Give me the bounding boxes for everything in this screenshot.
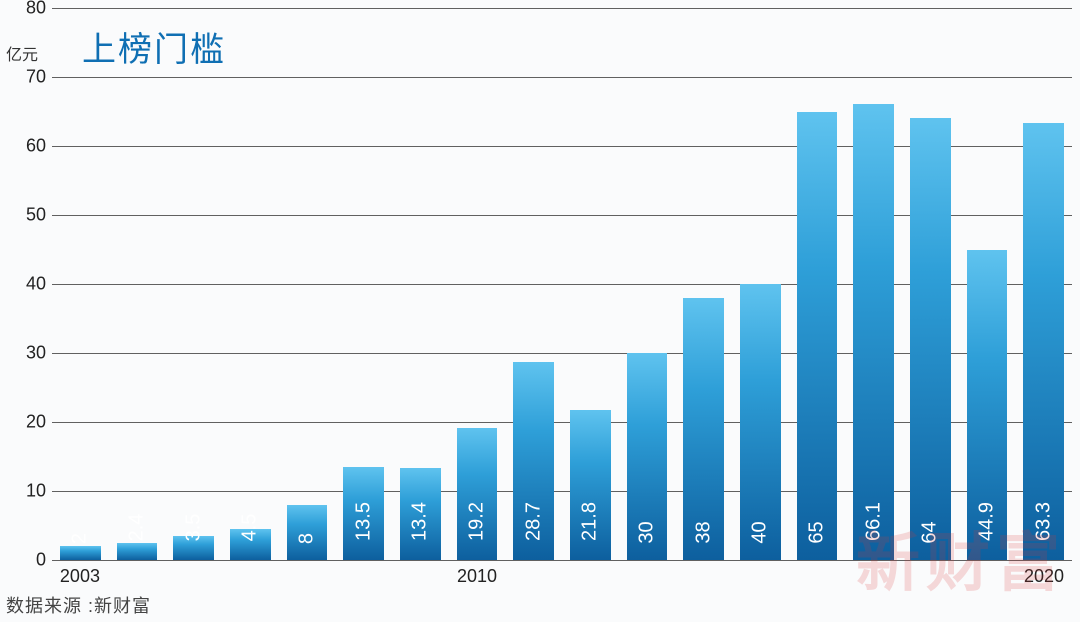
chart-title: 上榜门槛 bbox=[82, 22, 226, 71]
bar: 63.3 bbox=[1023, 123, 1064, 560]
x-tick-label: 2010 bbox=[457, 566, 497, 587]
source-name: 新财富 bbox=[94, 596, 151, 616]
bar-value-label: 66.1 bbox=[862, 502, 885, 541]
bar-value-label: 2 bbox=[69, 533, 92, 544]
data-source: 数据来源 :新财富 bbox=[6, 592, 151, 618]
y-tick-label: 0 bbox=[36, 550, 46, 571]
bar: 2 bbox=[60, 546, 101, 560]
bar-value-label: 2.4 bbox=[125, 513, 148, 541]
bar: 3.5 bbox=[173, 536, 214, 560]
y-tick-label: 40 bbox=[26, 274, 46, 295]
bar: 30 bbox=[627, 353, 668, 560]
bar: 65 bbox=[797, 112, 838, 561]
bar-value-label: 8 bbox=[295, 533, 318, 544]
bar-value-label: 13.5 bbox=[352, 502, 375, 541]
bar: 66.1 bbox=[853, 104, 894, 560]
bar-value-label: 28.7 bbox=[522, 502, 545, 541]
bar-value-label: 64 bbox=[919, 522, 942, 544]
y-tick-label: 70 bbox=[26, 67, 46, 88]
bar: 40 bbox=[740, 284, 781, 560]
bar: 13.5 bbox=[343, 467, 384, 560]
bars-group: 2 2.4 3.5 4.5 8 13.5 13.4 19.2 28.7 21.8 30 38 40 65 6… bbox=[52, 8, 1072, 560]
y-tick-label: 50 bbox=[26, 205, 46, 226]
y-tick-label: 60 bbox=[26, 136, 46, 157]
bar-value-label: 4.5 bbox=[239, 513, 262, 541]
bar: 2.4 bbox=[117, 543, 158, 560]
bar-value-label: 19.2 bbox=[465, 502, 488, 541]
bar-value-label: 21.8 bbox=[579, 502, 602, 541]
y-tick-label: 80 bbox=[26, 0, 46, 19]
chart-container: 0 10 20 30 40 50 60 70 80 2 2.4 3.5 4.5 8 13.5 13.4 19.2… bbox=[0, 0, 1080, 622]
bar-value-label: 3.5 bbox=[182, 513, 205, 541]
x-tick-label: 2020 bbox=[1024, 566, 1064, 587]
bar-value-label: 38 bbox=[692, 522, 715, 544]
bar: 8 bbox=[287, 505, 328, 560]
bar: 19.2 bbox=[457, 428, 498, 560]
bar-value-label: 40 bbox=[749, 522, 772, 544]
plot-area: 0102030405060708022.43.54.5813.513.419.2… bbox=[52, 8, 1072, 560]
bar-value-label: 44.9 bbox=[975, 502, 998, 541]
bar-value-label: 63.3 bbox=[1032, 502, 1055, 541]
bar: 44.9 bbox=[967, 250, 1008, 560]
x-tick-label: 2003 bbox=[60, 566, 100, 587]
bar-value-label: 65 bbox=[805, 522, 828, 544]
y-tick-label: 20 bbox=[26, 412, 46, 433]
bar: 4.5 bbox=[230, 529, 271, 560]
y-tick-label: 10 bbox=[26, 481, 46, 502]
gridline bbox=[52, 560, 1072, 561]
bar: 21.8 bbox=[570, 410, 611, 560]
bar-value-label: 13.4 bbox=[409, 502, 432, 541]
bar: 28.7 bbox=[513, 362, 554, 560]
bar: 13.4 bbox=[400, 468, 441, 560]
bar: 38 bbox=[683, 298, 724, 560]
source-label: 数据来源 : bbox=[6, 596, 94, 616]
y-tick-label: 30 bbox=[26, 343, 46, 364]
bar: 64 bbox=[910, 118, 951, 560]
y-axis-unit: 亿元 bbox=[6, 41, 38, 65]
bar-value-label: 30 bbox=[635, 522, 658, 544]
